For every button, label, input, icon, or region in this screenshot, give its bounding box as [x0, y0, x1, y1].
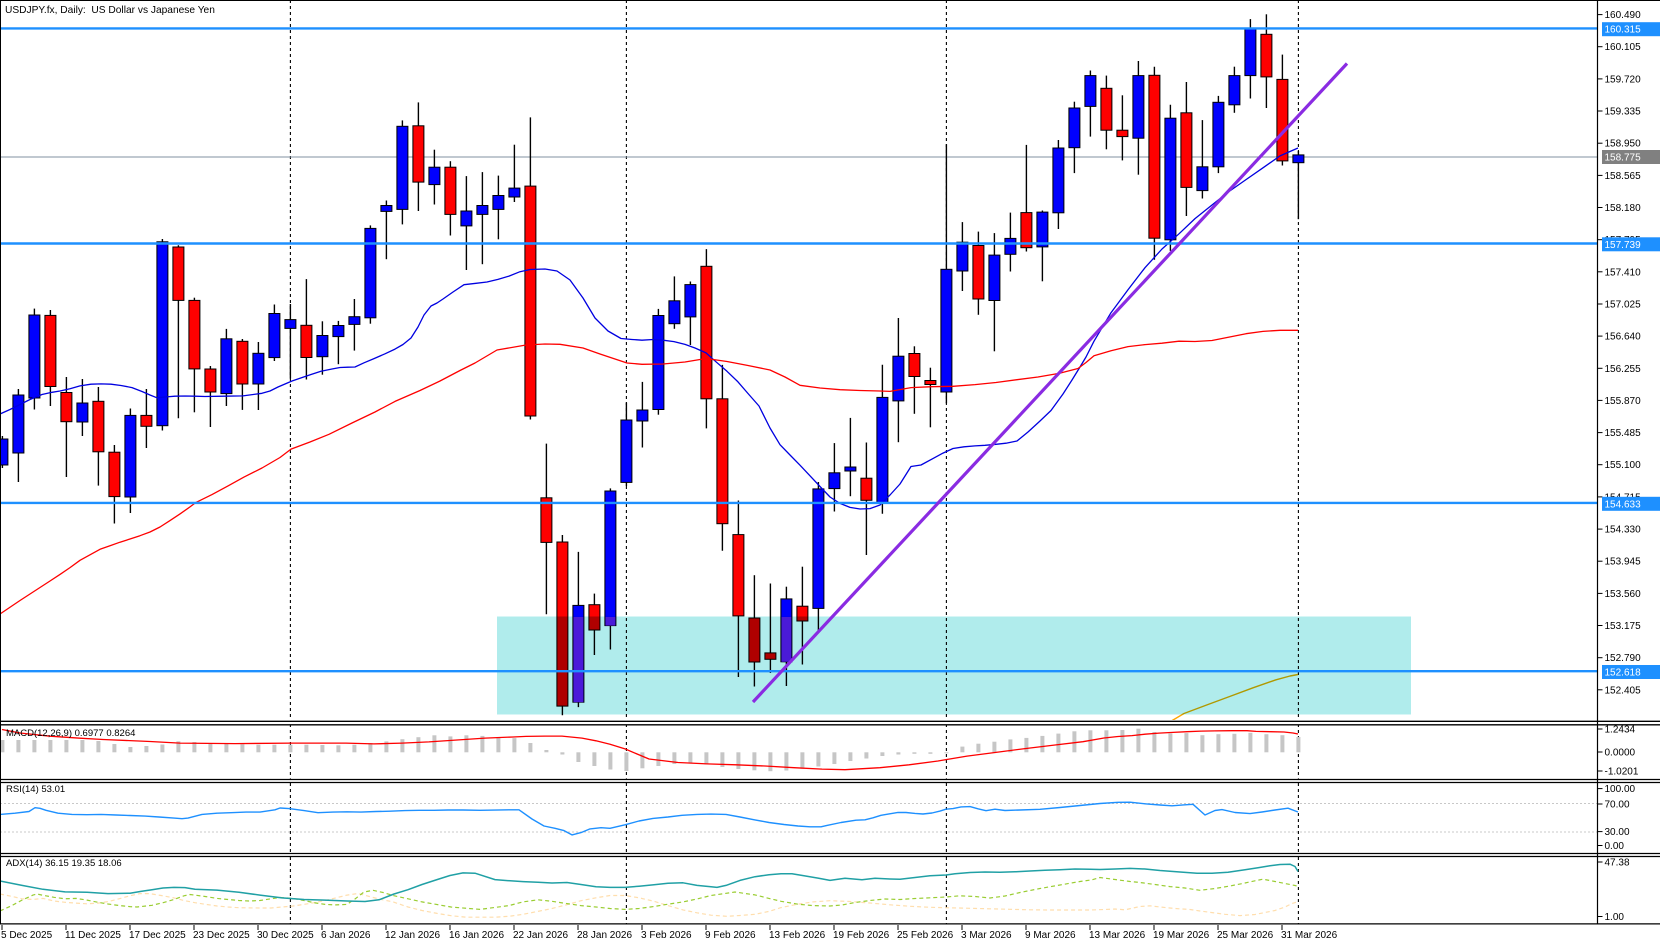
svg-text:16 Jan 2026: 16 Jan 2026	[449, 930, 504, 941]
svg-text:157.410: 157.410	[1605, 267, 1642, 278]
svg-text:5 Dec 2025: 5 Dec 2025	[1, 930, 53, 941]
svg-text:0.0000: 0.0000	[1605, 748, 1636, 759]
svg-text:153.175: 153.175	[1605, 621, 1642, 632]
svg-text:157.739: 157.739	[1605, 240, 1642, 251]
svg-text:30.00: 30.00	[1605, 827, 1630, 838]
svg-text:3 Mar 2026: 3 Mar 2026	[961, 930, 1012, 941]
svg-text:25 Feb 2026: 25 Feb 2026	[897, 930, 954, 941]
svg-text:154.633: 154.633	[1605, 499, 1642, 510]
svg-text:156.640: 156.640	[1605, 332, 1642, 343]
svg-text:155.100: 155.100	[1605, 460, 1642, 471]
svg-text:153.560: 153.560	[1605, 589, 1642, 600]
svg-text:158.950: 158.950	[1605, 139, 1642, 150]
svg-text:13 Feb 2026: 13 Feb 2026	[769, 930, 826, 941]
svg-text:1.00: 1.00	[1605, 912, 1625, 923]
svg-text:9 Feb 2026: 9 Feb 2026	[705, 930, 756, 941]
svg-text:159.335: 159.335	[1605, 107, 1642, 118]
svg-text:9 Mar 2026: 9 Mar 2026	[1025, 930, 1076, 941]
svg-text:47.38: 47.38	[1605, 858, 1630, 869]
svg-text:155.485: 155.485	[1605, 428, 1642, 439]
svg-text:153.945: 153.945	[1605, 557, 1642, 568]
svg-text:158.565: 158.565	[1605, 171, 1642, 182]
svg-text:6 Jan 2026: 6 Jan 2026	[321, 930, 371, 941]
svg-text:0.00: 0.00	[1605, 841, 1625, 852]
svg-text:160.105: 160.105	[1605, 42, 1642, 53]
svg-text:156.255: 156.255	[1605, 364, 1642, 375]
svg-text:154.330: 154.330	[1605, 525, 1642, 536]
svg-text:ADX(14) 36.15 19.35 18.06: ADX(14) 36.15 19.35 18.06	[6, 858, 122, 869]
svg-text:USDJPY.fx, Daily: US Dollar v: USDJPY.fx, Daily: US Dollar vs Japanese …	[5, 5, 215, 16]
svg-text:23 Dec 2025: 23 Dec 2025	[193, 930, 250, 941]
svg-text:28 Jan 2026: 28 Jan 2026	[577, 930, 632, 941]
svg-text:RSI(14) 53.01: RSI(14) 53.01	[6, 784, 65, 795]
svg-text:1.2434: 1.2434	[1605, 725, 1636, 736]
svg-text:3 Feb 2026: 3 Feb 2026	[641, 930, 692, 941]
svg-text:160.315: 160.315	[1605, 25, 1642, 36]
svg-text:17 Dec 2025: 17 Dec 2025	[129, 930, 186, 941]
svg-text:11 Dec 2025: 11 Dec 2025	[65, 930, 121, 941]
svg-text:19 Mar 2026: 19 Mar 2026	[1153, 930, 1210, 941]
svg-text:160.490: 160.490	[1605, 10, 1642, 21]
svg-text:152.790: 152.790	[1605, 653, 1642, 664]
svg-text:31 Mar 2026: 31 Mar 2026	[1281, 930, 1338, 941]
svg-text:100.00: 100.00	[1605, 784, 1636, 795]
svg-text:157.025: 157.025	[1605, 300, 1642, 311]
svg-text:25 Mar 2026: 25 Mar 2026	[1217, 930, 1274, 941]
svg-text:70.00: 70.00	[1605, 800, 1630, 811]
svg-text:MACD(12,26,9) 0.6977 0.8264: MACD(12,26,9) 0.6977 0.8264	[6, 728, 135, 739]
svg-text:22 Jan 2026: 22 Jan 2026	[513, 930, 568, 941]
svg-text:12 Jan 2026: 12 Jan 2026	[385, 930, 440, 941]
svg-text:158.180: 158.180	[1605, 203, 1642, 214]
svg-text:-1.0201: -1.0201	[1605, 767, 1639, 778]
svg-text:152.405: 152.405	[1605, 685, 1642, 696]
svg-text:19 Feb 2026: 19 Feb 2026	[833, 930, 890, 941]
svg-text:155.870: 155.870	[1605, 396, 1642, 407]
svg-text:30 Dec 2025: 30 Dec 2025	[257, 930, 314, 941]
svg-text:152.618: 152.618	[1605, 668, 1642, 679]
svg-text:13 Mar 2026: 13 Mar 2026	[1089, 930, 1146, 941]
svg-text:158.775: 158.775	[1605, 153, 1642, 164]
svg-text:159.720: 159.720	[1605, 74, 1642, 85]
